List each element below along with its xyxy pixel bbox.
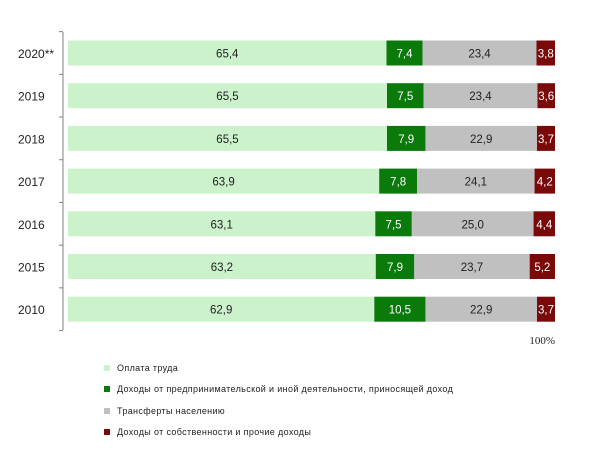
data-label-property-income: 3,6: [538, 91, 554, 103]
data-label-property-income: 4,4: [536, 219, 553, 231]
x-axis-end-label: 100%: [529, 335, 555, 347]
bar-segment-transfers: [422, 40, 537, 66]
bar-segment-transfers: [423, 83, 538, 109]
legend-item-business-income: Доходы от предпринимательской и иной дея…: [104, 384, 453, 395]
data-label-transfers: 22,9: [470, 134, 492, 146]
bar-segment-property-income: [536, 125, 555, 151]
data-label-wages: 65,5: [216, 134, 238, 146]
legend-label-business-income: Доходы от предпринимательской и иной дея…: [117, 384, 454, 394]
data-label-business-income: 10,5: [389, 305, 411, 317]
axis-layer: [59, 31, 64, 332]
data-label-wages: 63,9: [212, 177, 234, 189]
bar-segment-business-income: [374, 296, 426, 322]
bar-segment-business-income: [375, 254, 415, 279]
data-label-business-income: 7,4: [397, 49, 414, 61]
data-label-wages: 62,9: [210, 305, 232, 317]
bar-segment-wages: [68, 211, 376, 237]
bar-segment-business-income: [375, 211, 412, 237]
data-label-business-income: 7,8: [390, 177, 406, 189]
category-label: 2016: [18, 218, 45, 232]
legend-label-property-income: Доходы от собственности и прочие доходы: [117, 427, 312, 437]
bar-segment-property-income: [537, 83, 555, 109]
data-label-property-income: 5,2: [534, 262, 550, 274]
bar-segment-property-income: [536, 40, 555, 66]
data-label-wages: 63,2: [211, 262, 233, 274]
bar-segment-transfers: [414, 254, 530, 279]
chart-legend: Оплата труда Доходы от предпринимательск…: [104, 362, 453, 448]
labels-layer: 2020** 65,4 7,4 23,4 3,8 2019 65,5 7,5 23,4 3,6 20…: [18, 47, 555, 347]
legend-swatch-wages: [104, 364, 110, 371]
data-label-transfers: 24,1: [465, 177, 487, 189]
data-label-wages: 63,1: [210, 219, 232, 231]
bar-segment-transfers: [425, 125, 537, 151]
bar-segment-wages: [68, 83, 387, 109]
category-label: 2010: [18, 303, 45, 317]
bar-segment-business-income: [386, 125, 426, 151]
bar-segment-business-income: [386, 40, 423, 66]
bar-segment-property-income: [533, 211, 555, 237]
bar-segment-wages: [68, 254, 376, 279]
data-label-business-income: 7,9: [398, 134, 414, 146]
bar-segment-property-income: [534, 168, 555, 194]
bar-segment-transfers: [417, 168, 535, 194]
data-label-wages: 65,4: [216, 49, 239, 61]
data-label-transfers: 22,9: [470, 305, 492, 317]
bar-segment-business-income: [379, 168, 418, 194]
data-label-property-income: 3,7: [538, 305, 554, 317]
data-label-transfers: 25,0: [462, 219, 484, 231]
legend-item-wages: Оплата труда: [104, 362, 453, 373]
bar-segment-wages: [68, 168, 380, 194]
bar-segment-transfers: [425, 296, 537, 322]
category-label: 2015: [18, 261, 45, 275]
bar-segment-wages: [68, 40, 387, 66]
legend-swatch-transfers: [104, 407, 110, 414]
category-label: 2017: [18, 175, 45, 189]
bar-segment-property-income: [529, 254, 555, 279]
bars-layer: [68, 40, 555, 322]
legend-swatch-business-income: [104, 386, 110, 392]
data-label-transfers: 23,4: [468, 49, 491, 61]
category-label: 2018: [18, 132, 45, 146]
bar-segment-wages: [68, 125, 387, 151]
data-label-business-income: 7,9: [387, 262, 403, 274]
data-label-business-income: 7,5: [386, 219, 402, 231]
data-label-property-income: 4,2: [537, 177, 553, 189]
legend-label-transfers: Трансферты населению: [117, 405, 225, 416]
bar-segment-wages: [68, 296, 375, 322]
legend-label-wages: Оплата труда: [117, 362, 179, 373]
bar-segment-business-income: [386, 83, 424, 109]
legend-item-transfers: Трансферты населению: [104, 405, 453, 416]
data-label-property-income: 3,7: [538, 134, 554, 146]
bar-segment-transfers: [411, 211, 534, 237]
data-label-business-income: 7,5: [397, 91, 413, 103]
data-label-transfers: 23,7: [461, 262, 483, 274]
data-label-property-income: 3,8: [538, 49, 554, 61]
legend-swatch-property-income: [104, 429, 110, 435]
category-label: 2020**: [18, 47, 54, 61]
data-label-transfers: 23,4: [469, 91, 492, 103]
data-label-wages: 65,5: [216, 91, 238, 103]
legend-item-property-income: Доходы от собственности и прочие доходы: [104, 427, 453, 438]
category-label: 2019: [18, 90, 45, 104]
bar-segment-property-income: [536, 296, 555, 322]
